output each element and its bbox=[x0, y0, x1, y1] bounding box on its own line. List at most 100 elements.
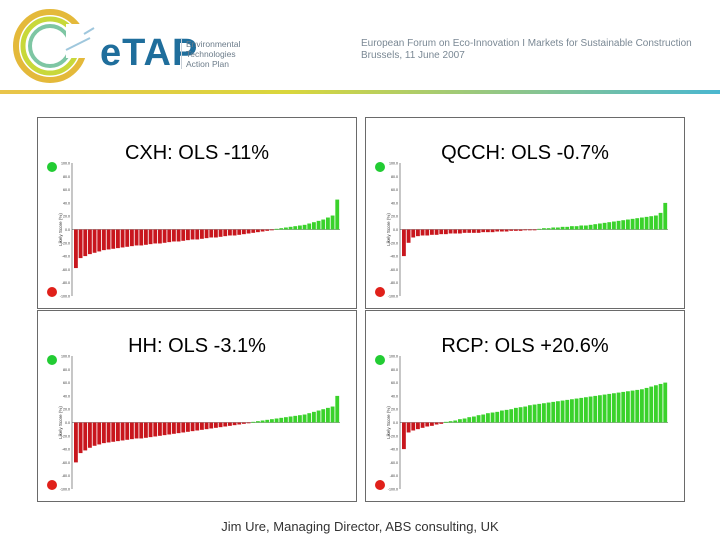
bar bbox=[649, 386, 654, 423]
bar bbox=[172, 229, 176, 242]
y-tick-label: -100.0 bbox=[388, 295, 398, 299]
bar bbox=[406, 229, 411, 243]
bar bbox=[148, 422, 153, 438]
bar bbox=[265, 229, 270, 231]
bar bbox=[462, 418, 467, 423]
y-tick-label: -100.0 bbox=[60, 295, 70, 299]
bar bbox=[495, 411, 500, 423]
bar bbox=[335, 395, 340, 423]
y-axis-label: Likely Score (%) bbox=[58, 406, 63, 439]
bar bbox=[298, 415, 302, 423]
bar bbox=[92, 229, 97, 253]
bar bbox=[106, 229, 111, 250]
bar bbox=[116, 229, 120, 249]
bar bbox=[453, 420, 458, 423]
bar bbox=[635, 389, 640, 423]
bar bbox=[209, 229, 214, 238]
bar bbox=[307, 223, 312, 230]
red-indicator-dot bbox=[375, 480, 385, 490]
bar bbox=[218, 229, 223, 237]
bar bbox=[546, 402, 551, 423]
green-indicator-dot bbox=[375, 162, 385, 172]
bar bbox=[434, 229, 439, 235]
bar bbox=[130, 422, 134, 440]
panel-title: CXH: OLS -11% bbox=[124, 142, 270, 164]
bar bbox=[162, 229, 167, 243]
bar bbox=[246, 422, 251, 424]
bar bbox=[616, 392, 621, 423]
y-tick-label: 100.0 bbox=[389, 162, 398, 166]
bar bbox=[500, 410, 504, 423]
y-tick-label: -40.0 bbox=[390, 255, 398, 259]
bar bbox=[434, 422, 439, 425]
bar bbox=[330, 406, 335, 423]
bar bbox=[425, 422, 430, 427]
bar bbox=[279, 228, 284, 230]
bar bbox=[420, 422, 425, 428]
bar bbox=[74, 422, 78, 463]
red-indicator-dot bbox=[375, 287, 385, 297]
bar bbox=[644, 216, 649, 230]
bar bbox=[139, 229, 144, 246]
bar bbox=[607, 393, 612, 423]
bar bbox=[602, 222, 607, 230]
y-tick-label: 60.0 bbox=[63, 188, 70, 192]
y-tick-label: -20.0 bbox=[390, 434, 398, 438]
bar bbox=[663, 202, 668, 230]
bar bbox=[654, 385, 658, 423]
bar bbox=[649, 216, 654, 230]
y-tick-label: -60.0 bbox=[62, 268, 70, 272]
bar bbox=[644, 387, 649, 423]
logo-subtitle: Environmental Technologies Action Plan bbox=[181, 39, 256, 69]
bar bbox=[176, 229, 181, 242]
bar bbox=[574, 398, 579, 423]
bar bbox=[293, 226, 298, 230]
chart-panel-cxh: 100.0 80.0 60.0 40.0 20.0 0.0 -20.0 -40.0 -60.0 -… bbox=[37, 117, 357, 309]
chart-rcp: 100.0 80.0 60.0 40.0 20.0 0.0 -20.0 -40.0 -60.0 -… bbox=[375, 355, 668, 492]
chart-hh: 100.0 80.0 60.0 40.0 20.0 0.0 -20.0 -40.0 -60.0 -… bbox=[47, 355, 340, 492]
y-tick-label: 100.0 bbox=[61, 355, 70, 359]
bar bbox=[430, 229, 434, 235]
y-tick-label: 0.0 bbox=[393, 228, 398, 232]
bar bbox=[186, 422, 190, 432]
bar bbox=[125, 229, 130, 247]
bar bbox=[134, 229, 139, 246]
chart-cxh: 100.0 80.0 60.0 40.0 20.0 0.0 -20.0 -40.0 -60.0 -… bbox=[47, 162, 340, 299]
y-tick-label: -40.0 bbox=[62, 448, 70, 452]
y-tick-label: -60.0 bbox=[390, 461, 398, 465]
bar bbox=[232, 422, 237, 426]
y-tick-label: 40.0 bbox=[63, 201, 70, 205]
bar bbox=[260, 420, 265, 423]
bar bbox=[509, 229, 514, 231]
bar bbox=[490, 229, 495, 233]
bar bbox=[444, 421, 448, 423]
bar bbox=[232, 229, 237, 236]
bar bbox=[640, 217, 644, 230]
logo-subtitle-line: Environmental bbox=[186, 39, 241, 49]
bar bbox=[256, 421, 260, 423]
bar bbox=[462, 229, 467, 233]
bar bbox=[242, 422, 246, 424]
y-tick-label: -80.0 bbox=[390, 281, 398, 285]
bar bbox=[570, 226, 574, 230]
bar bbox=[588, 224, 593, 230]
bar bbox=[551, 401, 556, 423]
y-tick-label: 40.0 bbox=[391, 201, 398, 205]
bar bbox=[186, 229, 190, 241]
bar bbox=[593, 224, 598, 230]
bar bbox=[256, 229, 260, 233]
bar bbox=[288, 226, 293, 230]
y-tick-label: 80.0 bbox=[63, 175, 70, 179]
bar bbox=[495, 229, 500, 232]
bar bbox=[153, 229, 158, 244]
chart-panel-hh: 100.0 80.0 60.0 40.0 20.0 0.0 -20.0 -40.0 -60.0 -… bbox=[37, 310, 357, 502]
bar bbox=[458, 229, 462, 234]
bar bbox=[78, 422, 83, 454]
bar bbox=[448, 229, 453, 234]
bar bbox=[162, 422, 167, 436]
bar bbox=[321, 219, 326, 230]
bar bbox=[458, 419, 462, 423]
bar bbox=[312, 411, 316, 423]
bar bbox=[330, 215, 335, 230]
bar bbox=[144, 422, 148, 438]
